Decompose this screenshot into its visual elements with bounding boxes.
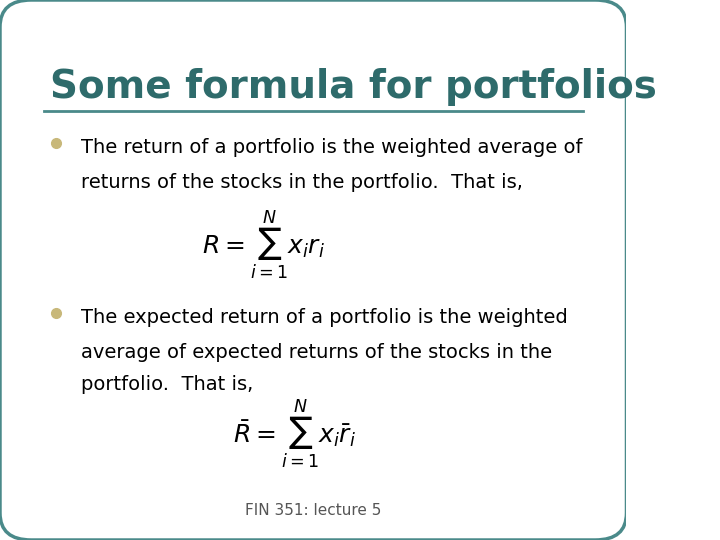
FancyBboxPatch shape xyxy=(0,0,626,540)
Text: $\bar{R} = \sum_{i=1}^{N} x_i \bar{r}_i$: $\bar{R} = \sum_{i=1}^{N} x_i \bar{r}_i$ xyxy=(233,398,356,471)
Text: returns of the stocks in the portfolio.  That is,: returns of the stocks in the portfolio. … xyxy=(81,173,523,192)
Text: Some formula for portfolios: Some formula for portfolios xyxy=(50,68,657,105)
Text: average of expected returns of the stocks in the: average of expected returns of the stock… xyxy=(81,343,552,362)
Text: The return of a portfolio is the weighted average of: The return of a portfolio is the weighte… xyxy=(81,138,583,157)
Text: $R = \sum_{i=1}^{N} x_i r_i$: $R = \sum_{i=1}^{N} x_i r_i$ xyxy=(202,209,325,282)
Text: portfolio.  That is,: portfolio. That is, xyxy=(81,375,253,394)
Text: FIN 351: lecture 5: FIN 351: lecture 5 xyxy=(245,503,382,518)
Text: The expected return of a portfolio is the weighted: The expected return of a portfolio is th… xyxy=(81,308,568,327)
